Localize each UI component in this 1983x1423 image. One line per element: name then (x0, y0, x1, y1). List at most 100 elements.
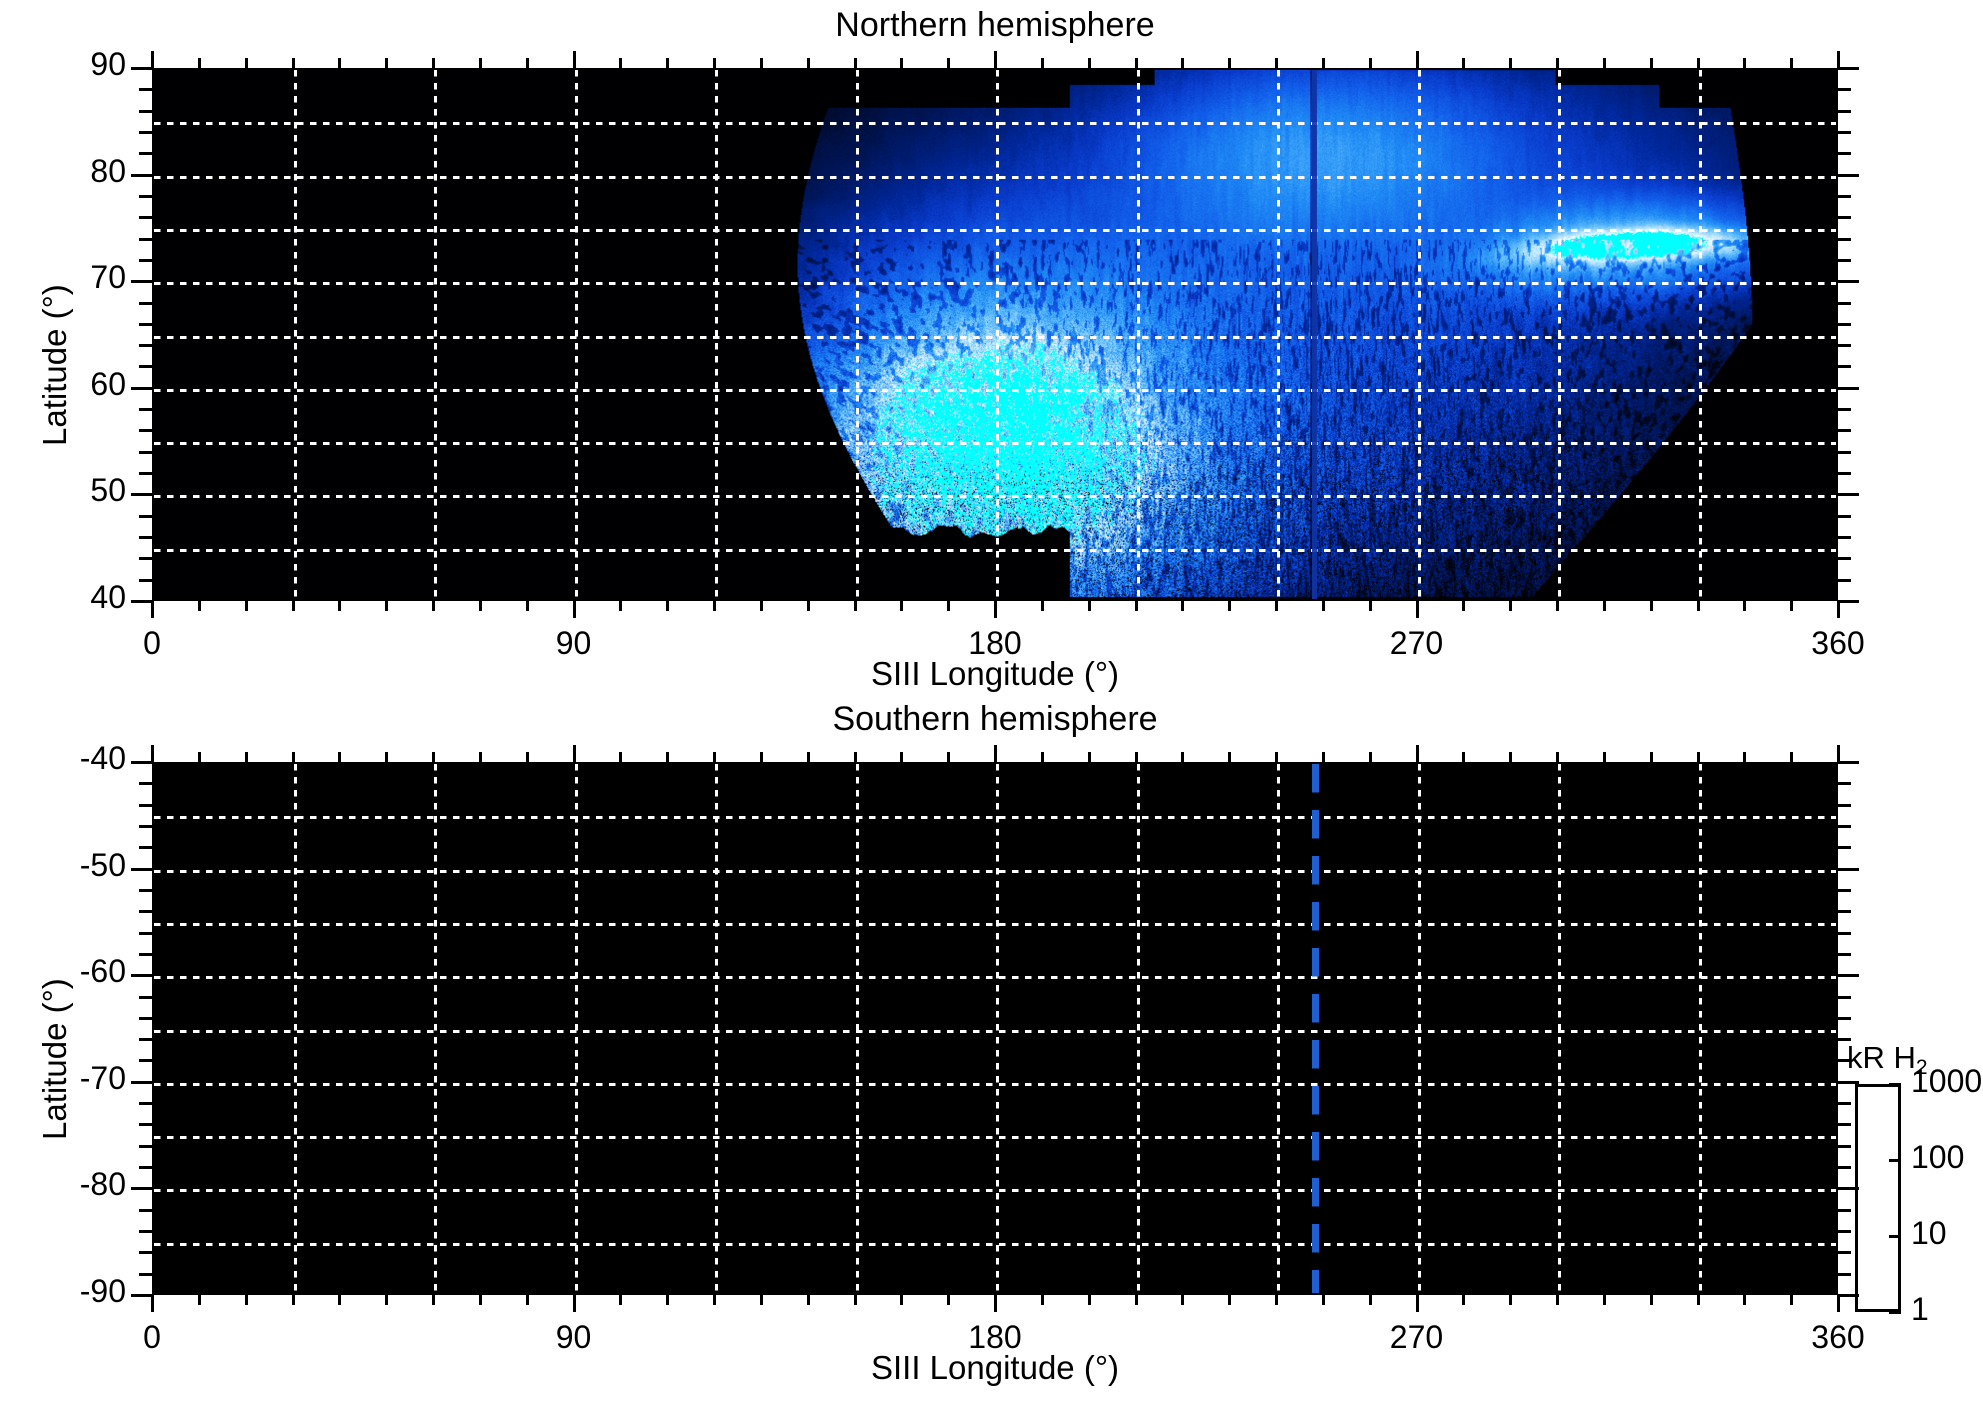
y-major-tick-right (1838, 173, 1859, 177)
colorbar-tick-label: 1000 (1911, 1063, 1983, 1099)
x-minor-tick-top (713, 752, 716, 762)
x-minor-tick-top (525, 58, 529, 68)
x-minor-tick-top (244, 58, 248, 68)
x-major-tick-top (994, 51, 997, 68)
y-minor-tick (139, 109, 152, 113)
x-minor-tick (619, 1295, 623, 1305)
y-minor-tick (139, 194, 152, 198)
y-minor-tick (139, 1230, 152, 1234)
x-minor-tick (338, 1295, 342, 1305)
y-minor-tick-right (1838, 910, 1851, 914)
y-minor-tick-right (1838, 429, 1851, 433)
y-minor-tick (139, 1272, 152, 1276)
x-minor-tick-top (1321, 58, 1325, 68)
x-minor-tick (759, 1295, 763, 1305)
x-major-tick-top (151, 51, 154, 68)
x-minor-tick (900, 601, 904, 611)
y-minor-tick-right (1838, 1059, 1851, 1063)
y-minor-tick (139, 1016, 152, 1020)
gridline-horizontal (154, 282, 1836, 286)
x-major-tick (151, 601, 154, 618)
x-major-tick (1837, 601, 1840, 618)
x-minor-tick-top (806, 58, 810, 68)
x-minor-tick (291, 601, 295, 611)
x-minor-tick-top (1602, 58, 1606, 68)
gridline-horizontal (154, 1082, 1836, 1086)
x-minor-tick-top (1275, 752, 1278, 762)
x-minor-tick (1087, 1295, 1091, 1305)
x-minor-tick-top (1696, 58, 1700, 68)
gridline-vertical-minor (293, 764, 297, 1293)
y-major-tick (131, 761, 152, 764)
x-major-tick-top (572, 51, 576, 68)
y-major-tick-right (1838, 867, 1859, 871)
y-minor-tick-right (1838, 408, 1851, 412)
x-minor-tick-top (1275, 58, 1278, 68)
x-minor-tick-top (1040, 752, 1044, 762)
y-tick-label: -80 (79, 1166, 126, 1203)
x-minor-tick (291, 1295, 295, 1305)
gridline-vertical (574, 70, 578, 599)
x-minor-tick-top (1602, 752, 1606, 762)
gridline-horizontal-minor (154, 335, 1836, 339)
y-minor-tick (139, 782, 152, 786)
y-minor-tick-right (1838, 1123, 1851, 1127)
y-minor-tick-right (1838, 578, 1851, 582)
x-minor-tick (1040, 601, 1044, 611)
gridline-vertical-minor (1136, 70, 1140, 599)
x-minor-tick-top (1181, 58, 1185, 68)
x-minor-tick-top (900, 58, 904, 68)
panel-title-north: Northern hemisphere (835, 6, 1155, 44)
y-tick-label: 90 (90, 46, 126, 82)
x-axis-title-south: SIII Longitude (°) (871, 1349, 1119, 1386)
y-major-tick (131, 493, 152, 497)
plot-area-south[interactable] (152, 762, 1838, 1295)
y-minor-tick-right (1838, 536, 1851, 540)
x-major-tick (572, 1295, 576, 1312)
x-major-tick (994, 1295, 997, 1312)
x-minor-tick (197, 1295, 201, 1305)
y-minor-tick-right (1838, 888, 1851, 892)
gridline-vertical-minor (434, 70, 437, 599)
x-minor-tick (1649, 1295, 1653, 1305)
colorbar-tick-label: 1 (1911, 1291, 1929, 1327)
y-minor-tick (139, 910, 152, 914)
gridline-horizontal (154, 495, 1836, 499)
y-minor-tick-right (1838, 130, 1851, 134)
x-tick-label: 180 (968, 625, 1022, 661)
y-major-tick (131, 1080, 152, 1084)
colorbar-tick (1889, 1083, 1901, 1086)
colorbar-gradient (1855, 1084, 1901, 1312)
x-minor-tick-top (291, 58, 295, 68)
x-tick-label: 0 (143, 625, 161, 661)
x-minor-tick (244, 601, 248, 611)
gridline-vertical-minor (715, 764, 718, 1293)
x-tick-label: 0 (143, 1319, 161, 1355)
x-minor-tick (1509, 1295, 1513, 1305)
x-minor-tick-top (1556, 752, 1559, 762)
x-minor-tick-top (900, 752, 904, 762)
x-minor-tick-top (478, 752, 482, 762)
x-minor-tick-top (1790, 58, 1794, 68)
x-minor-tick (1181, 601, 1185, 611)
gridline-horizontal-minor (154, 122, 1836, 126)
colorbar: kR H2 1 10 100 1000 (1845, 1040, 1983, 1327)
colorbar-tick-label: 100 (1911, 1139, 1965, 1175)
y-tick-label: 40 (90, 579, 126, 615)
x-minor-tick (197, 601, 201, 611)
y-minor-tick (139, 846, 152, 850)
colorbar-tick (1889, 1235, 1901, 1238)
y-major-tick (131, 67, 152, 70)
x-minor-tick (1556, 1295, 1559, 1305)
y-minor-tick-right (1838, 846, 1851, 850)
plot-area-north[interactable] (152, 68, 1838, 601)
x-minor-tick (853, 1295, 857, 1305)
y-minor-tick-right (1838, 514, 1851, 518)
y-minor-tick (139, 450, 152, 454)
colorbar-tick (1889, 1311, 1901, 1314)
x-minor-tick (385, 1295, 389, 1305)
y-minor-tick-right (1838, 931, 1851, 935)
gridline-vertical-minor (434, 764, 437, 1293)
x-minor-tick (1228, 601, 1232, 611)
x-tick-label: 270 (1389, 625, 1444, 661)
